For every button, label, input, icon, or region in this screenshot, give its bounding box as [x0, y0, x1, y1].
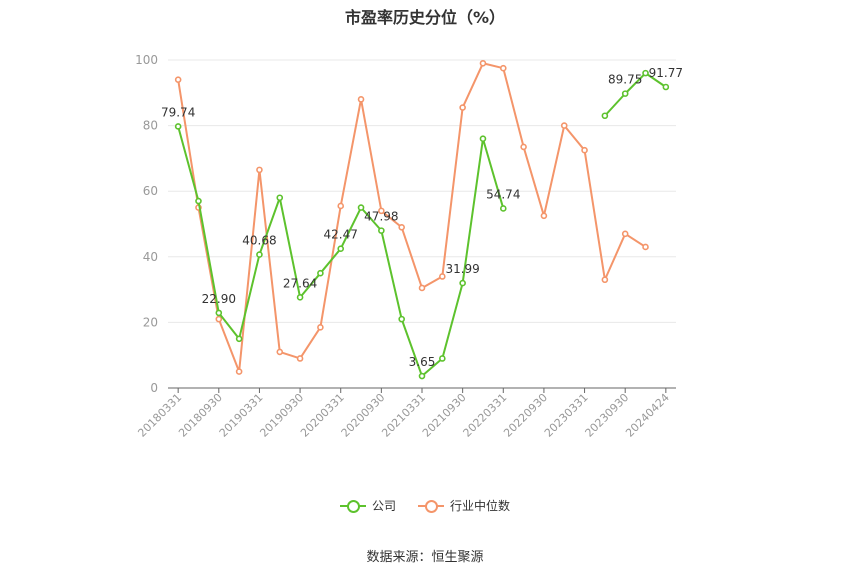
y-tick-label: 40: [143, 250, 158, 264]
data-label: 89.75: [608, 73, 642, 87]
series-line-industry-median: [177, 62, 647, 373]
data-label: 42.47: [324, 228, 358, 242]
data-point-industry-median: [357, 96, 365, 103]
data-point-company: [418, 372, 426, 380]
legend-item-company[interactable]: 公司: [339, 497, 396, 514]
data-point-company: [601, 112, 609, 120]
data-label: 47.98: [364, 210, 398, 224]
data-point-industry-median: [337, 202, 345, 210]
data-source: 数据来源：恒生聚源: [366, 550, 484, 565]
legend-item-industry-median[interactable]: 行业中位数: [418, 497, 510, 514]
data-point-company: [256, 251, 263, 258]
data-label: 27.64: [283, 276, 317, 290]
legend-label-company: 公司: [371, 499, 396, 513]
data-point-industry-median: [560, 122, 568, 129]
data-point-company: [215, 309, 223, 317]
data-point-industry-median: [459, 104, 466, 111]
data-point-industry-median: [215, 315, 223, 323]
data-point-industry-median: [256, 166, 263, 174]
data-point-company: [378, 227, 385, 234]
data-point-company: [317, 269, 324, 277]
data-point-company: [621, 90, 629, 97]
chart-title: 市盈率历史分位（%）: [344, 8, 506, 27]
data-point-company: [276, 194, 284, 202]
legend-label-industry-median: 行业中位数: [450, 499, 511, 513]
data-label: 40.68: [242, 234, 276, 248]
x-tick-label: 20240424: [623, 391, 672, 440]
data-point-industry-median: [540, 212, 548, 220]
data-label: 91.77: [649, 66, 683, 80]
data-point-company: [642, 69, 649, 77]
legend: 公司 行业中位数: [0, 497, 850, 514]
data-point-industry-median: [581, 146, 588, 154]
data-point-industry-median: [642, 243, 649, 251]
legend-swatch-industry-median: [418, 499, 444, 513]
data-point-company: [296, 294, 304, 301]
data-point-industry-median: [439, 273, 446, 280]
data-point-industry-median: [418, 284, 426, 292]
data-point-company: [337, 245, 345, 252]
y-tick-label: 20: [143, 315, 158, 329]
data-point-company: [439, 355, 446, 362]
data-point-company: [174, 123, 182, 130]
data-point-industry-median: [276, 348, 284, 356]
data-point-company: [499, 205, 507, 212]
data-point-industry-median: [398, 223, 405, 231]
data-label: 22.90: [202, 292, 236, 306]
y-tick-label: 100: [135, 53, 158, 67]
y-tick-label: 80: [143, 119, 158, 133]
data-point-industry-median: [621, 230, 629, 238]
data-label: 3.65: [409, 355, 436, 369]
data-point-industry-median: [378, 207, 385, 215]
data-point-industry-median: [296, 355, 304, 362]
legend-swatch-company: [339, 499, 366, 513]
data-point-industry-median: [317, 324, 324, 331]
data-point-company: [398, 315, 405, 323]
data-label: 79.74: [161, 105, 195, 119]
data-point-industry-median: [601, 276, 609, 284]
series-line-company: [604, 72, 667, 117]
data-label: 31.99: [445, 262, 479, 276]
data-point-company: [235, 335, 243, 343]
data-point-company: [479, 135, 487, 143]
data-point-company: [195, 197, 202, 205]
data-point-industry-median: [520, 143, 527, 151]
data-label: 54.74: [486, 187, 520, 201]
data-point-company: [357, 204, 365, 211]
data-point-company: [459, 279, 466, 287]
data-point-industry-median: [235, 368, 243, 375]
y-tick-label: 60: [143, 184, 158, 198]
data-point-company: [662, 83, 670, 91]
data-point-industry-median: [479, 59, 487, 67]
data-point-industry-median: [174, 76, 182, 83]
y-tick-label: 0: [150, 381, 158, 395]
data-point-industry-median: [499, 64, 507, 72]
